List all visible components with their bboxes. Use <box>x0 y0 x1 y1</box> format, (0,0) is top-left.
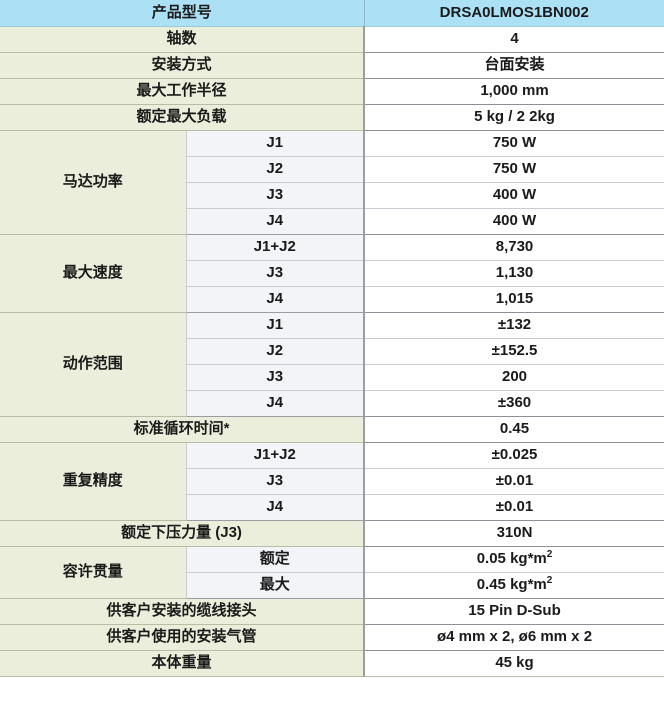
row-value-superscript: 2 <box>546 574 553 586</box>
table-row: J4 400 W <box>0 208 664 235</box>
sub-label: J1+J2 <box>185 442 365 469</box>
table-row: 轴数 4 <box>0 26 664 53</box>
group-label-max-speed: 最大速度 <box>0 234 186 313</box>
row-value: ±0.01 <box>363 468 664 495</box>
table-row: 最大工作半径 1,000 mm <box>0 78 664 105</box>
row-value: 45 kg <box>363 650 664 677</box>
table-row: 最大速度 J1+J2 8,730 <box>0 234 664 313</box>
row-value: 1,000 mm <box>363 78 664 105</box>
row-value: ±0.01 <box>363 494 664 521</box>
row-label: 安装方式 <box>0 52 365 79</box>
row-value: ±0.025 <box>363 442 664 469</box>
table-row: J2 750 W <box>0 156 664 183</box>
row-value: 310N <box>363 520 664 547</box>
table-row: 额定下压力量 (J3) 310N <box>0 520 664 547</box>
row-value: 15 Pin D-Sub <box>363 598 664 625</box>
sub-label: J4 <box>185 286 365 313</box>
sub-label: 最大 <box>185 572 365 599</box>
specification-table: 产品型号 DRSA0LMOS1BN002 轴数 4 安装方式 台面安装 最大工作… <box>0 0 664 677</box>
table-row: J2 ±152.5 <box>0 338 664 365</box>
row-value-base: 0.45 kg*m <box>476 575 547 593</box>
table-row: 供客户安装的缆线接头 15 Pin D-Sub <box>0 598 664 625</box>
row-value: 750 W <box>363 130 664 157</box>
table-row: J3 1,130 <box>0 260 664 287</box>
group-label-repeatability: 重复精度 <box>0 442 186 521</box>
table-row: 动作范围 J1 ±132 <box>0 312 664 417</box>
row-value-superscript: 2 <box>546 548 553 560</box>
table-row: J4 ±360 <box>0 390 664 417</box>
sub-label: J2 <box>185 156 365 183</box>
row-value: 0.45 <box>363 416 664 443</box>
table-row: 标准循环时间* 0.45 <box>0 416 664 443</box>
table-row: J4 1,015 <box>0 286 664 313</box>
row-value: 1,130 <box>363 260 664 287</box>
table-row: J4 ±0.01 <box>0 494 664 521</box>
table-row: J3 ±0.01 <box>0 468 664 495</box>
table-row: 重复精度 J1+J2 ±0.025 <box>0 442 664 521</box>
table-row: J3 400 W <box>0 182 664 209</box>
sub-label: J3 <box>185 468 365 495</box>
table-row: 额定最大负载 5 kg / 2 2kg <box>0 104 664 131</box>
sub-label: J4 <box>185 390 365 417</box>
row-label-press-force: 额定下压力量 (J3) <box>0 520 365 547</box>
row-value: ø4 mm x 2, ø6 mm x 2 <box>363 624 664 651</box>
row-label: 供客户安装的缆线接头 <box>0 598 365 625</box>
row-value: 400 W <box>363 182 664 209</box>
table-row: J3 200 <box>0 364 664 391</box>
row-value: ±152.5 <box>363 338 664 365</box>
row-value: 400 W <box>363 208 664 235</box>
row-value: 1,015 <box>363 286 664 313</box>
row-label: 轴数 <box>0 26 365 53</box>
sub-label: J1 <box>185 130 365 157</box>
row-value: 5 kg / 2 2kg <box>363 104 664 131</box>
row-value: ±132 <box>363 312 664 339</box>
sub-label: J1+J2 <box>185 234 365 261</box>
sub-label: J1 <box>185 312 365 339</box>
row-value: 0.05 kg*m2 <box>363 546 664 573</box>
row-value: 台面安装 <box>363 52 664 79</box>
sub-label: J3 <box>185 182 365 209</box>
row-value: 200 <box>363 364 664 391</box>
row-value: 750 W <box>363 156 664 183</box>
table-header-row: 产品型号 DRSA0LMOS1BN002 <box>0 0 664 27</box>
table-row: 安装方式 台面安装 <box>0 52 664 79</box>
sub-label: J4 <box>185 494 365 521</box>
row-value: 8,730 <box>363 234 664 261</box>
sub-label: J3 <box>185 364 365 391</box>
header-model-value: DRSA0LMOS1BN002 <box>363 0 664 27</box>
sub-label: J4 <box>185 208 365 235</box>
sub-label: J2 <box>185 338 365 365</box>
row-label-cycle-time: 标准循环时间* <box>0 416 365 443</box>
row-value-base: 0.05 kg*m <box>476 549 547 567</box>
row-label: 最大工作半径 <box>0 78 365 105</box>
table-row: 最大 0.45 kg*m2 <box>0 572 664 599</box>
row-value: ±360 <box>363 390 664 417</box>
row-value: 4 <box>363 26 664 53</box>
table-row: 马达功率 J1 750 W <box>0 130 664 235</box>
header-label: 产品型号 <box>0 0 365 27</box>
row-label: 供客户使用的安装气管 <box>0 624 365 651</box>
row-value: 0.45 kg*m2 <box>363 572 664 599</box>
group-label-motion-range: 动作范围 <box>0 312 186 417</box>
sub-label: 额定 <box>185 546 365 573</box>
table-row: 本体重量 45 kg <box>0 650 664 677</box>
row-label: 本体重量 <box>0 650 365 677</box>
sub-label: J3 <box>185 260 365 287</box>
row-label: 额定最大负载 <box>0 104 365 131</box>
table-row: 供客户使用的安装气管 ø4 mm x 2, ø6 mm x 2 <box>0 624 664 651</box>
group-label-motor-power: 马达功率 <box>0 130 186 235</box>
group-label-allowable-inertia: 容许贯量 <box>0 546 186 599</box>
table-row: 容许贯量 额定 0.05 kg*m2 <box>0 546 664 599</box>
